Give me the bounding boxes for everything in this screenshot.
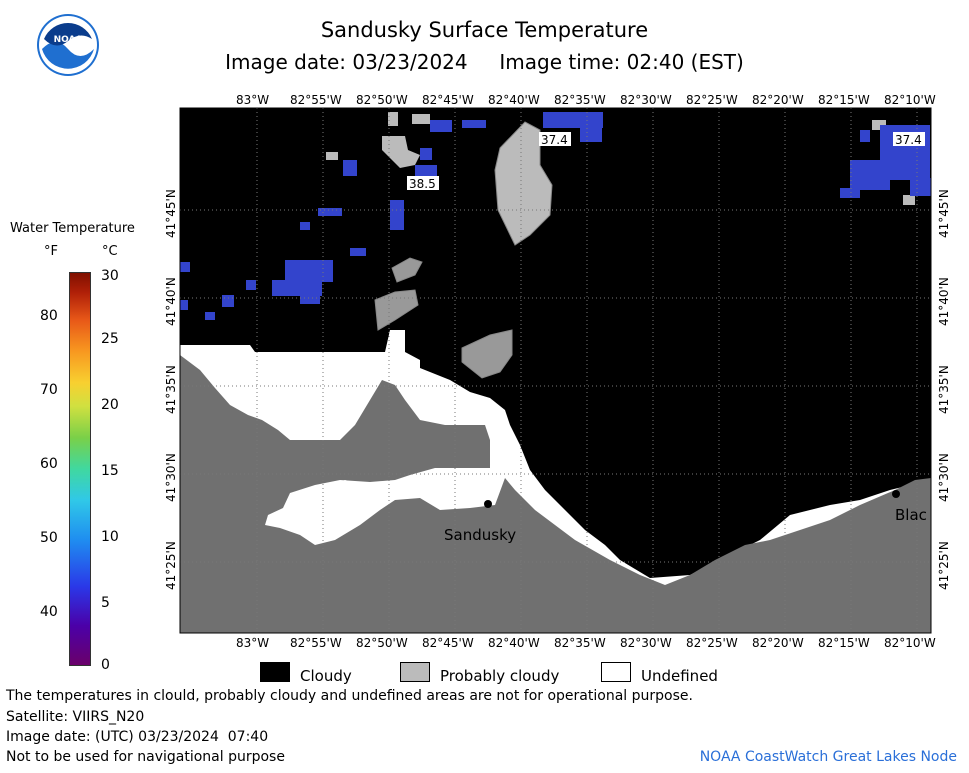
noaa-logo-icon: NOAA: [37, 14, 99, 76]
lon-label: 82°20'W: [752, 636, 804, 650]
land-area: [180, 355, 931, 633]
colorbar-f-label: 80: [40, 308, 58, 324]
legend-label: Undefined: [641, 667, 718, 685]
colorbar-c-label: 0: [101, 657, 110, 673]
colorbar-f-label: 60: [40, 456, 58, 472]
probably-cloudy-patch: [903, 195, 915, 205]
colorbar-c-label: 20: [101, 397, 119, 413]
utc-date: Image date: (UTC) 03/23/2024 07:40: [6, 729, 269, 745]
probably-cloudy-patch: [461, 329, 513, 379]
temperature-label-box: [539, 132, 571, 146]
colorbar-c-label: 30: [101, 268, 119, 284]
legend-label: Probably cloudy: [440, 667, 560, 685]
lat-label: 41°35'N: [164, 365, 178, 414]
colorbar: [69, 272, 91, 666]
lon-label: 82°35'W: [554, 93, 606, 107]
blac-marker: [892, 490, 900, 498]
lon-label: 82°45'W: [422, 93, 474, 107]
lat-label: 41°45'N: [937, 189, 951, 238]
probably-cloudy-patch: [391, 257, 423, 283]
probably-cloudy-patch: [382, 136, 420, 168]
lon-label: 83°W: [236, 93, 270, 107]
colorbar-c-label: 15: [101, 463, 119, 479]
lat-label: 41°30'N: [164, 453, 178, 502]
lon-label: 82°30'W: [620, 636, 672, 650]
lat-label: 41°45'N: [164, 189, 178, 238]
lon-label: 83°W: [236, 636, 270, 650]
disclaimer-text: The temperatures in clould, probably clo…: [6, 688, 693, 704]
colorbar-f-label: 50: [40, 530, 58, 546]
lon-label: 82°25'W: [686, 93, 738, 107]
sandusky-marker: [484, 500, 492, 508]
lon-label: 82°50'W: [356, 636, 408, 650]
probably-cloudy-patch: [326, 152, 338, 160]
probably-cloudy-patch: [872, 120, 886, 130]
colorbar-title: Water Temperature: [10, 221, 135, 236]
cold-water-pixels: [180, 112, 931, 320]
lon-label: 82°50'W: [356, 93, 408, 107]
lat-label: 41°25'N: [937, 541, 951, 590]
lon-label: 82°55'W: [290, 93, 342, 107]
lon-label: 82°55'W: [290, 636, 342, 650]
lat-label: 41°30'N: [937, 453, 951, 502]
lon-label: 82°20'W: [752, 93, 804, 107]
lon-label: 82°40'W: [488, 636, 540, 650]
probably-cloudy-patch: [374, 289, 419, 331]
lat-label: 41°40'N: [937, 277, 951, 326]
probably-cloudy-patch: [494, 121, 553, 246]
lon-label: 82°15'W: [818, 93, 870, 107]
colorbar-unit-c: °C: [102, 244, 118, 259]
lon-label: 82°30'W: [620, 93, 672, 107]
legend-swatch-cloudy: [260, 662, 290, 682]
colorbar-c-label: 25: [101, 331, 119, 347]
lon-label: 82°35'W: [554, 636, 606, 650]
colorbar-f-label: 40: [40, 604, 58, 620]
temperature-label: 37.4: [895, 133, 922, 147]
probably-cloudy-patch: [388, 112, 398, 126]
satellite-info: Satellite: VIIRS_N20: [6, 709, 145, 725]
temperature-label-box: [407, 176, 439, 190]
lat-label: 41°40'N: [164, 277, 178, 326]
legend-label: Cloudy: [300, 667, 352, 685]
image-datetime: Image date: 03/23/2024 Image time: 02:40…: [225, 50, 744, 74]
probably-cloudy-patch: [412, 114, 430, 124]
temperature-label: 37.4: [541, 133, 568, 147]
temperature-label: 38.5: [409, 177, 436, 191]
place-label-sandusky: Sandusky: [444, 526, 516, 544]
place-label-blac: Blac: [895, 506, 927, 524]
colorbar-f-label: 70: [40, 382, 58, 398]
legend-swatch-undefined: [601, 662, 631, 682]
credit-text: NOAA CoastWatch Great Lakes Node: [699, 749, 957, 765]
legend-swatch-probably-cloudy: [400, 662, 430, 682]
page-title: Sandusky Surface Temperature: [320, 18, 649, 42]
lon-label: 82°10'W: [884, 93, 936, 107]
lon-label: 82°15'W: [818, 636, 870, 650]
colorbar-c-label: 5: [101, 595, 110, 611]
undefined-bay: [270, 472, 492, 540]
navigation-note: Not to be used for navigational purpose: [6, 749, 285, 765]
lon-label: 82°40'W: [488, 93, 540, 107]
logo-text: NOAA: [54, 35, 83, 45]
lon-label: 82°45'W: [422, 636, 474, 650]
temperature-label-box: [893, 132, 925, 146]
lon-label: 82°25'W: [686, 636, 738, 650]
lat-label: 41°25'N: [164, 541, 178, 590]
colorbar-c-label: 10: [101, 529, 119, 545]
lon-label: 82°10'W: [884, 636, 936, 650]
lat-label: 41°35'N: [937, 365, 951, 414]
colorbar-unit-f: °F: [44, 244, 58, 259]
